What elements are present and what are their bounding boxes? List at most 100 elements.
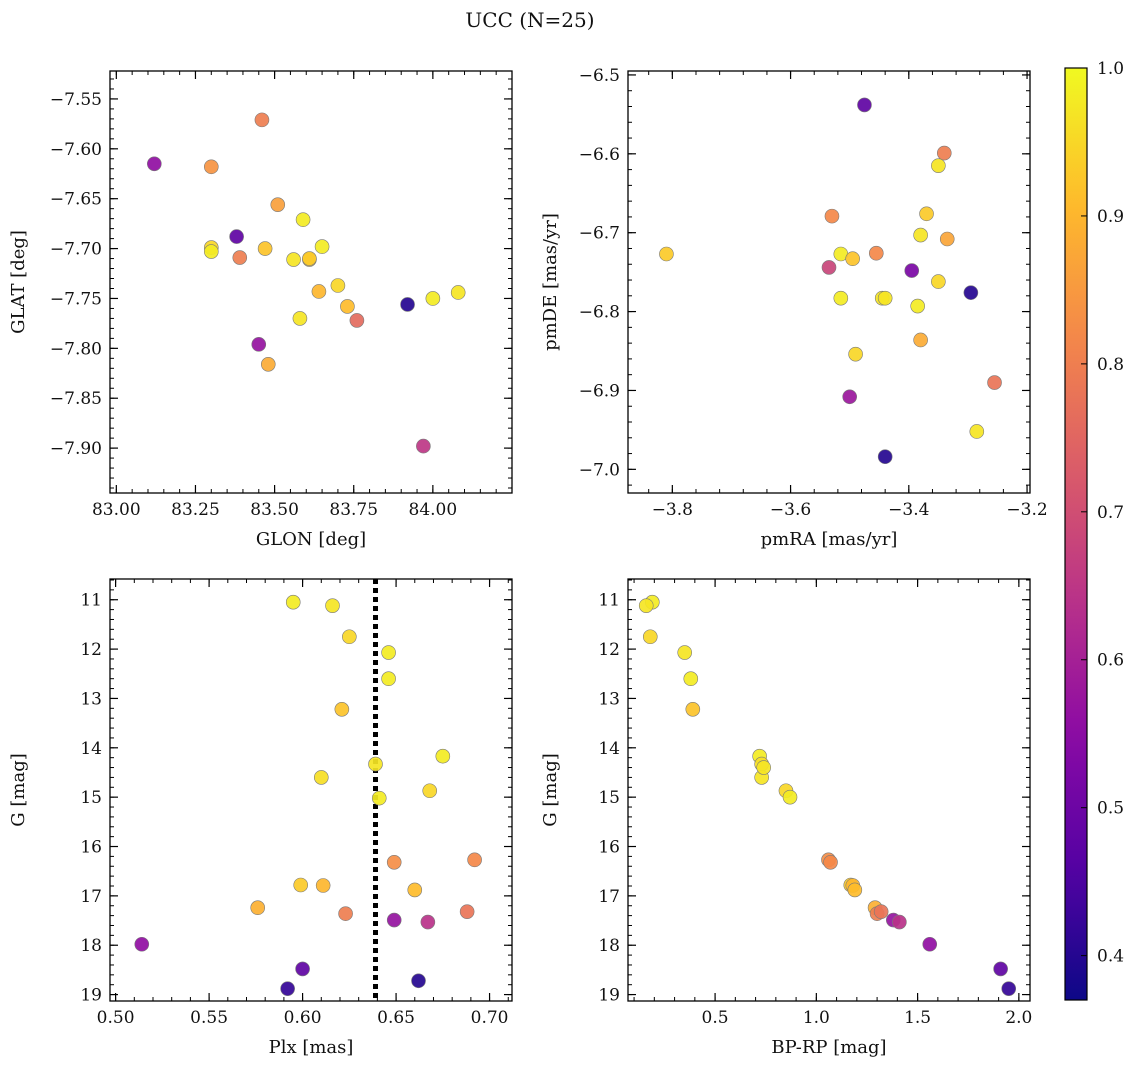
y-tick-label: −6.5 [579, 66, 620, 86]
data-point [270, 197, 286, 212]
data-point [302, 251, 317, 266]
data-point [913, 227, 928, 243]
data-point [435, 748, 451, 764]
data-point [642, 629, 658, 645]
data-point [845, 251, 860, 267]
x-tick-label: 84.00 [409, 500, 458, 520]
data-point [857, 97, 872, 113]
y-tick-label: −7.65 [50, 190, 102, 210]
data-point [293, 877, 309, 893]
data-point [371, 790, 387, 806]
data-point [913, 332, 928, 348]
plot-frame [627, 578, 1031, 1002]
data-point [931, 274, 946, 289]
data-point [285, 594, 301, 610]
data-point [232, 250, 248, 265]
y-axis-label: pmDE [mas/yr] [540, 213, 561, 351]
y-axis-label: GLAT [deg] [8, 230, 29, 334]
data-point [450, 285, 466, 300]
data-point [338, 906, 353, 921]
data-point [877, 290, 893, 306]
data-point [963, 285, 979, 300]
data-point [134, 936, 150, 952]
data-point [260, 357, 276, 372]
colorbar-tick-label: 0.5 [1097, 799, 1124, 819]
data-point [330, 278, 346, 293]
y-tick-label: 16 [80, 838, 102, 858]
y-tick-label: 19 [80, 986, 102, 1006]
data-point [295, 212, 311, 227]
x-tick-label: −3.6 [770, 500, 811, 520]
x-tick-label: 1.5 [904, 1008, 931, 1028]
colorbar: 0.4 0.5 0.6 0.7 0.8 0.9 1.0 [1064, 59, 1124, 1001]
data-point [756, 760, 771, 775]
y-tick-label: 19 [598, 986, 620, 1006]
y-tick-label: −7.70 [50, 240, 102, 260]
data-point [257, 241, 273, 256]
x-tick-label: −3.8 [652, 500, 693, 520]
y-tick-label: 14 [80, 739, 102, 759]
colorbar-tick-label: 0.4 [1097, 947, 1124, 967]
data-point [821, 260, 837, 275]
x-tick-label: 2.0 [1005, 1008, 1032, 1028]
x-tick-label: 0.50 [97, 1008, 135, 1028]
y-tick-label: 13 [598, 689, 620, 709]
y-tick-label: 12 [80, 640, 102, 660]
data-point [250, 900, 266, 916]
x-tick-label: 0.5 [702, 1008, 729, 1028]
data-point [936, 145, 952, 161]
y-axis-label: G [mag] [540, 753, 561, 826]
x-tick-label: 1.0 [803, 1008, 830, 1028]
y-tick-label: −6.8 [579, 303, 620, 323]
data-point [386, 912, 402, 928]
x-tick-label: 83.50 [250, 500, 299, 520]
scatter-panel-3: 0.50 0.55 0.60 0.65 0.70 11 12 13 14 15 16 17 18 19 Pl… [8, 578, 513, 1058]
scatter-panel-2: −3.8 −3.6 −3.4 −3.2 −6.5 −6.6 −6.7 −6.8 −6.9 −7.0… [540, 66, 1048, 550]
data-point [325, 598, 340, 613]
data-point [467, 852, 482, 868]
x-tick-label: −3.4 [888, 500, 929, 520]
data-point [993, 961, 1008, 977]
data-point [381, 671, 396, 687]
y-tick-label: 12 [598, 640, 620, 660]
y-tick-label: −7.60 [50, 140, 102, 160]
plot-frame [627, 70, 1031, 494]
x-tick-label: −3.2 [1006, 500, 1047, 520]
data-point [407, 882, 423, 898]
y-tick-label: 11 [598, 591, 620, 611]
data-point [381, 645, 396, 660]
data-point [420, 914, 436, 930]
x-tick-label: 0.70 [471, 1008, 509, 1028]
y-tick-label: 14 [598, 739, 620, 759]
y-tick-label: −6.7 [579, 224, 620, 244]
data-point [969, 424, 985, 439]
y-tick-label: 11 [80, 591, 102, 611]
plot-frame [109, 578, 513, 1002]
data-point [939, 231, 955, 247]
data-point [987, 375, 1002, 390]
data-point [280, 981, 295, 996]
data-point [340, 299, 355, 314]
data-point [416, 438, 431, 454]
y-tick-label: 18 [598, 936, 620, 956]
data-point [685, 702, 701, 717]
data-point [892, 914, 907, 930]
data-point [422, 783, 438, 799]
y-tick-label: −7.90 [50, 439, 102, 459]
y-tick-label: 15 [598, 788, 620, 808]
data-point [823, 855, 838, 870]
y-tick-label: −7.55 [50, 90, 102, 110]
colorbar-tick-label: 1.0 [1097, 59, 1124, 79]
y-tick-label: −7.0 [579, 460, 620, 480]
data-point [254, 112, 270, 128]
data-point [877, 449, 893, 465]
data-point [910, 298, 925, 314]
x-tick-label: 0.55 [190, 1008, 228, 1028]
scatter-panel-1: 83.00 83.25 83.50 83.75 84.00 −7.55 −7.60 −7.65… [8, 70, 513, 550]
plot-frame [109, 70, 513, 494]
data-point [334, 702, 350, 717]
scatter-panel-4: 0.5 1.0 1.5 2.0 11 12 13 14 15 16 17 18 19 BP-RP [mag… [540, 578, 1032, 1058]
y-tick-label: −7.75 [50, 289, 102, 309]
data-point [1001, 981, 1017, 996]
